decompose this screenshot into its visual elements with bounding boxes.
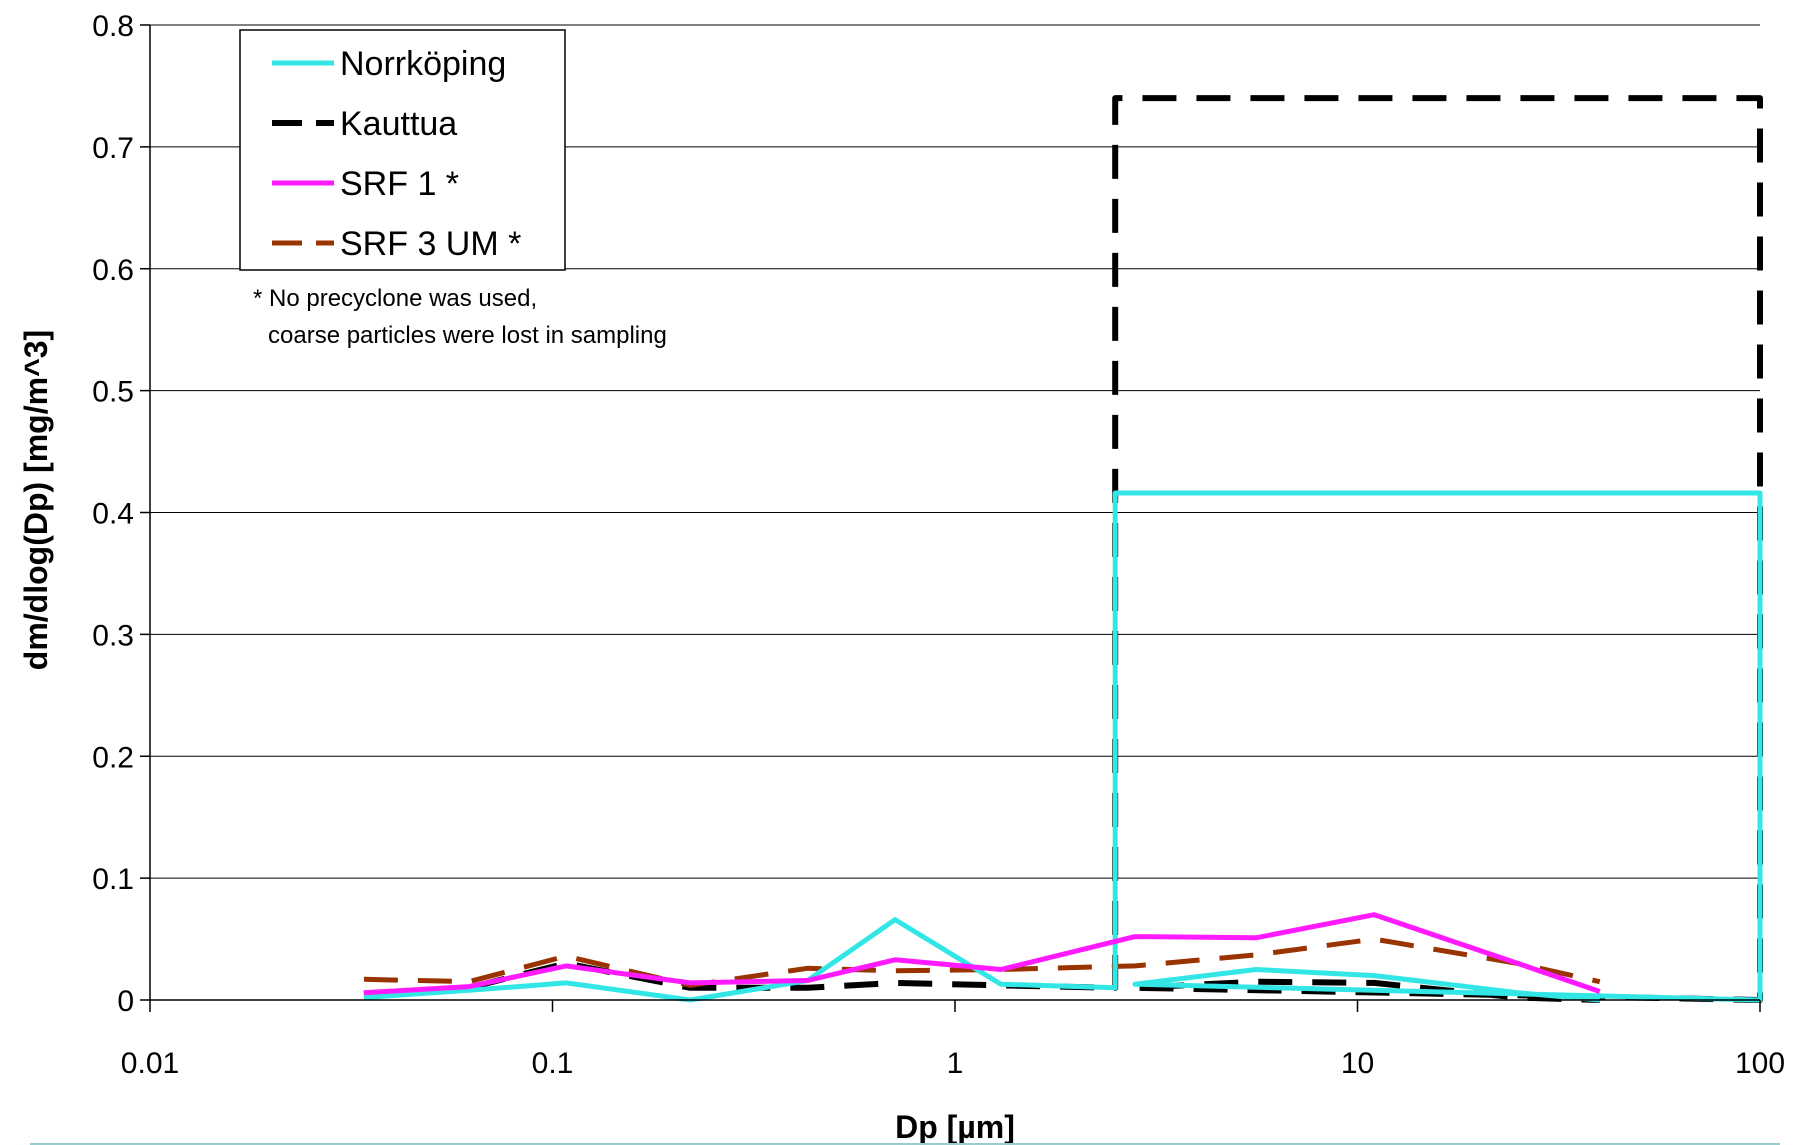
footnote-line-1: * No precyclone was used, bbox=[253, 285, 537, 312]
x-axis-title: Dp [µm] bbox=[895, 1109, 1015, 1145]
x-tick-label-3: 10 bbox=[1341, 1047, 1374, 1080]
legend: Norrköping Kauttua SRF 1 * SRF 3 UM * bbox=[240, 30, 565, 270]
y-tick-label-6: 0.6 bbox=[92, 254, 134, 287]
y-tick-label-4: 0.4 bbox=[92, 498, 134, 531]
y-tick-label-0: 0 bbox=[117, 985, 134, 1018]
x-tick-label-0: 0.01 bbox=[121, 1047, 179, 1080]
x-tick-label-2: 1 bbox=[947, 1047, 964, 1080]
y-tick-label-1: 0.1 bbox=[92, 863, 134, 896]
footnote-line-2: coarse particles were lost in sampling bbox=[268, 322, 667, 349]
y-axis-title: dm/dlog(Dp) [mg/m^3] bbox=[18, 330, 54, 670]
x-tick-label-4: 100 bbox=[1735, 1047, 1785, 1080]
legend-label-norrkoping: Norrköping bbox=[340, 45, 506, 83]
y-tick-label-2: 0.2 bbox=[92, 741, 134, 774]
y-tick-label-3: 0.3 bbox=[92, 619, 134, 652]
x-tick-label-1: 0.1 bbox=[532, 1047, 574, 1080]
y-tick-label-7: 0.7 bbox=[92, 132, 134, 165]
legend-label-kauttua: Kauttua bbox=[340, 105, 457, 143]
legend-label-srf3um: SRF 3 UM * bbox=[340, 225, 521, 263]
footnote: * No precyclone was used, coarse particl… bbox=[253, 285, 667, 349]
legend-label-srf1: SRF 1 * bbox=[340, 165, 459, 203]
series-line-kauttua bbox=[364, 98, 1760, 1000]
series-layer bbox=[364, 98, 1760, 1000]
y-tick-label-8: 0.8 bbox=[92, 10, 134, 43]
y-tick-label-5: 0.5 bbox=[92, 376, 134, 409]
series-line-norrk-ping bbox=[364, 493, 1760, 1000]
